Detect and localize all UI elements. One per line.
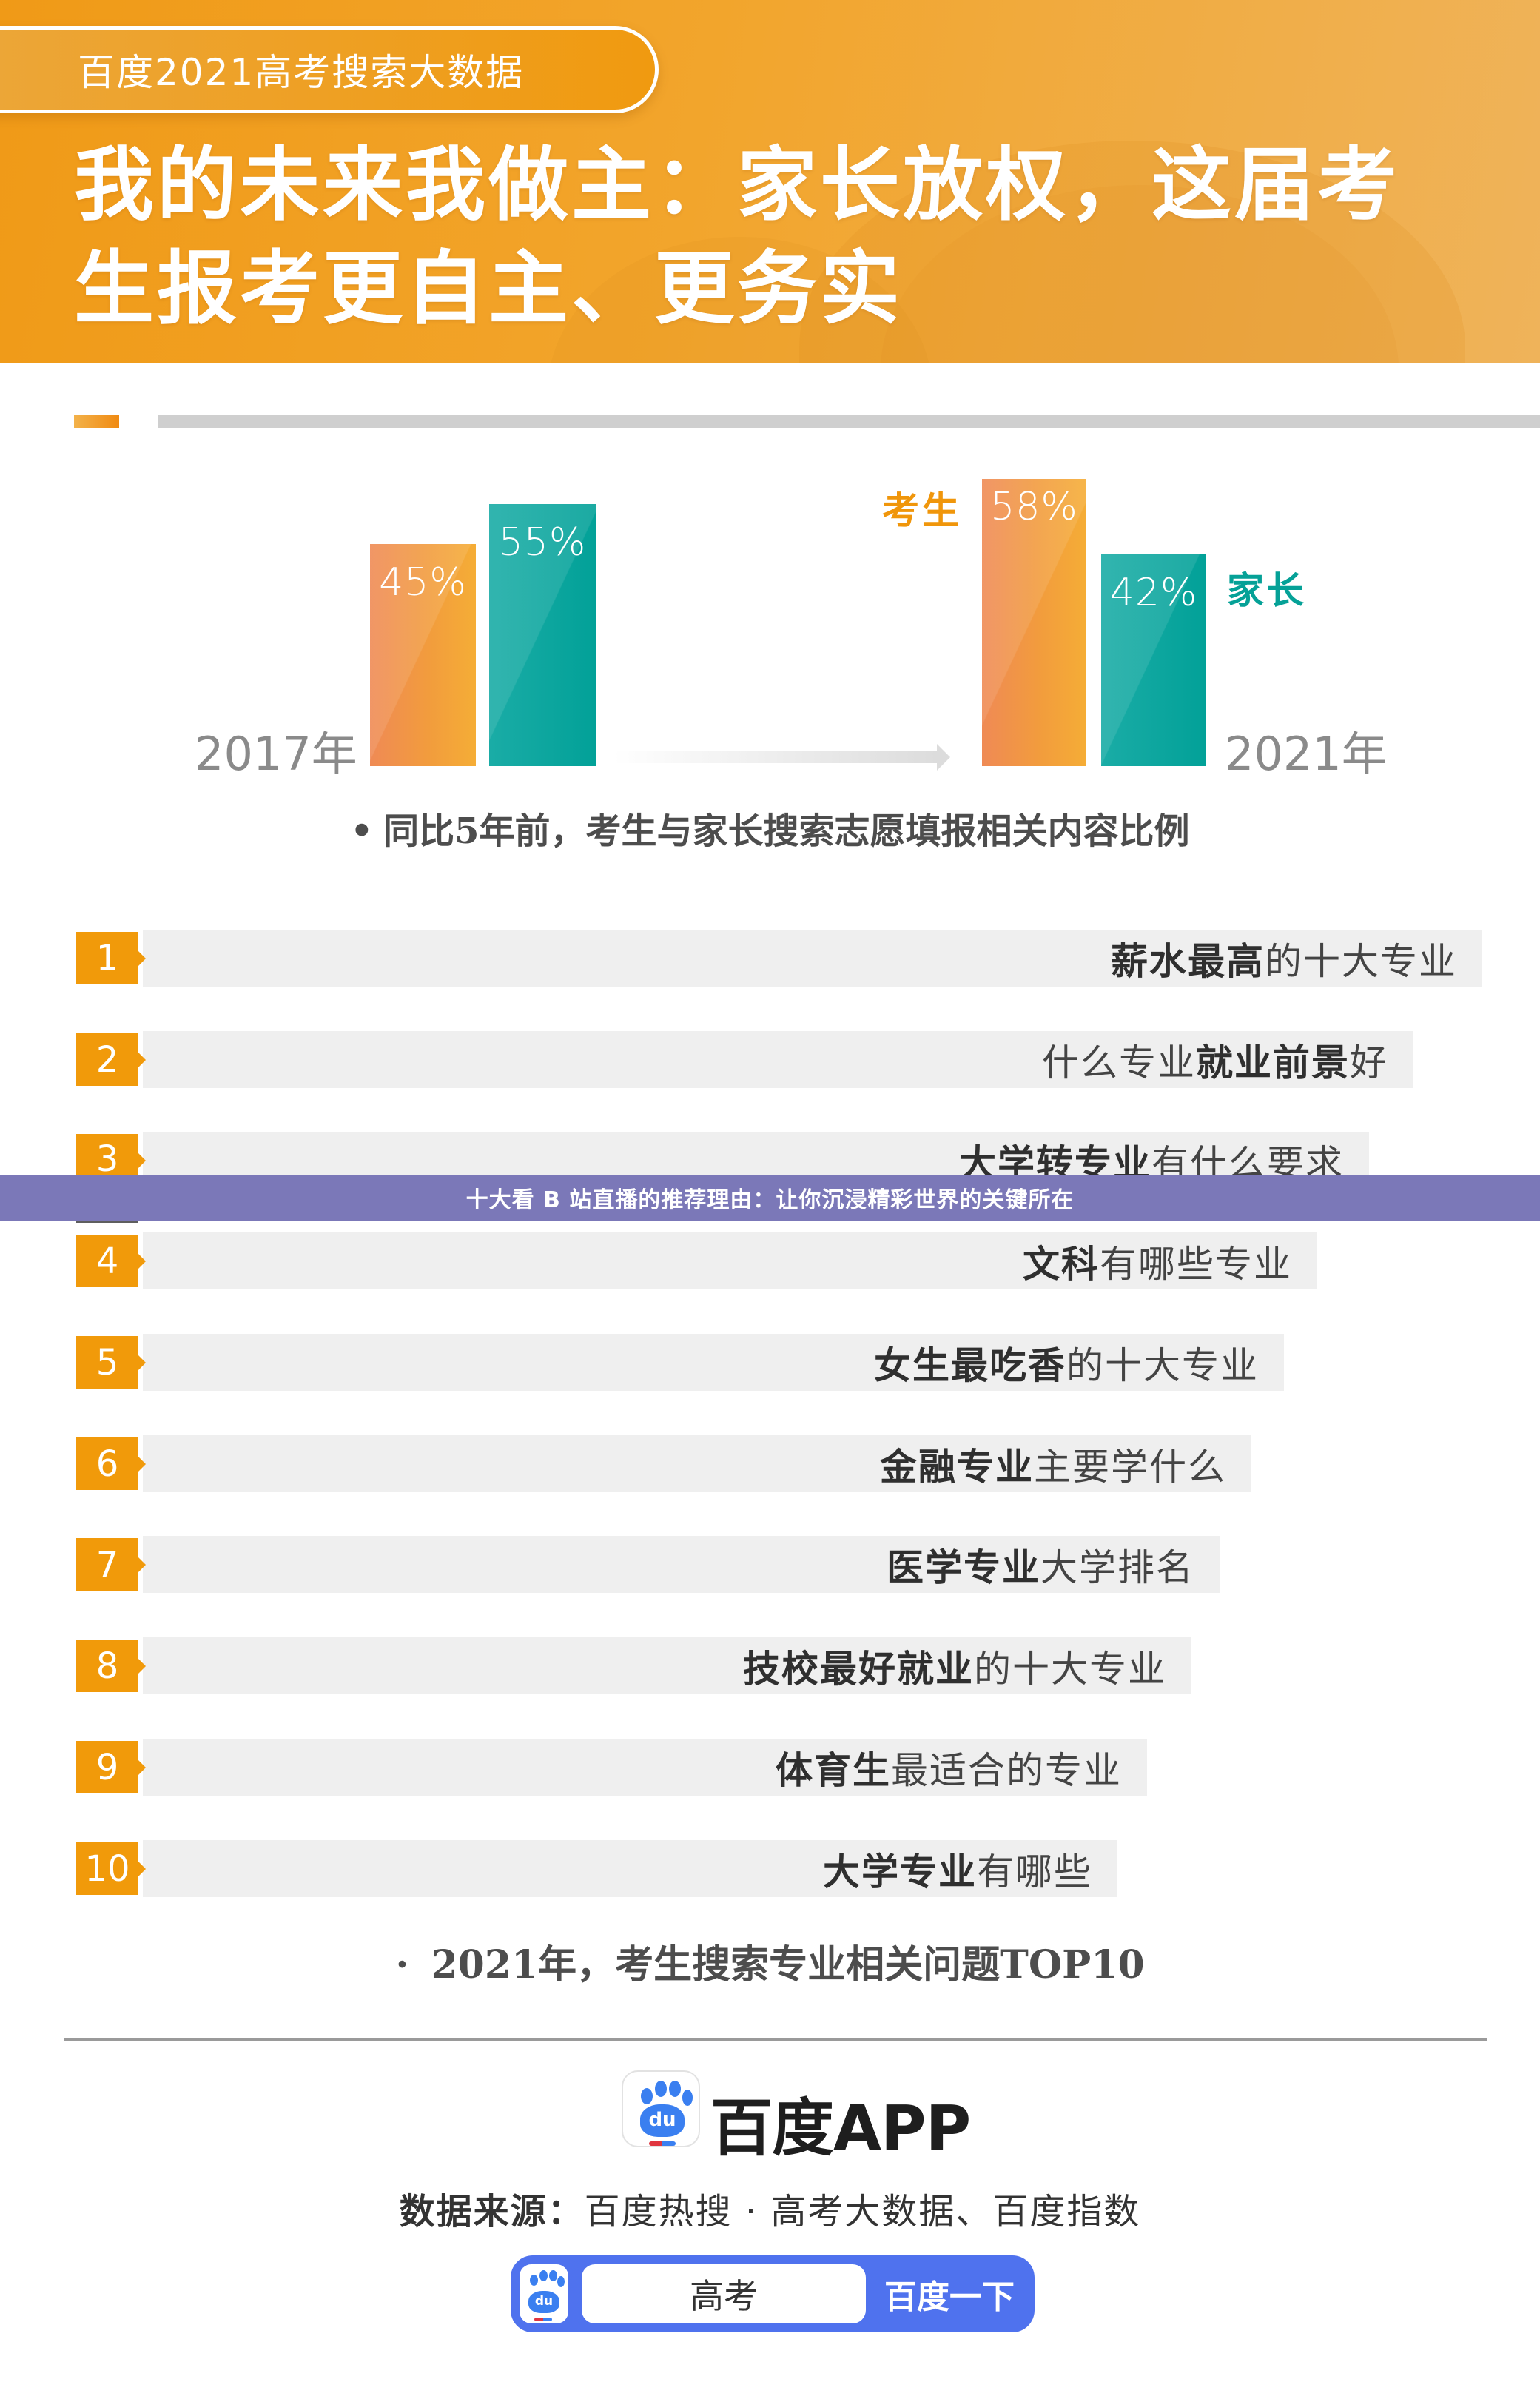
keyword-rest: 的十大专业 <box>974 1647 1166 1691</box>
bar-value-label: 58% <box>990 485 1078 529</box>
keyword-rest: 好 <box>1350 1041 1388 1084</box>
keyword-bold: 体育生 <box>776 1748 891 1792</box>
search-input[interactable]: 高考 <box>582 2264 866 2323</box>
list-item-text: 女生最吃香 的十大专业 <box>143 1334 1284 1391</box>
baidu-search-bar: du 高考 百度一下 <box>511 2255 1035 2332</box>
paw-toe-icon <box>549 2270 557 2281</box>
footer-divider <box>64 2038 1487 2041</box>
keyword-pre: 什么专业 <box>1042 1041 1196 1084</box>
page-title-line1: 我的未来我做主：家长放权，这届考 <box>74 138 1401 232</box>
keyword-rest: 有哪些专业 <box>1100 1242 1292 1286</box>
bar-value-label: 45% <box>379 560 467 605</box>
bar-2021-parent: 42% <box>1101 554 1206 766</box>
list-item-text: 什么专业 就业前景好 <box>143 1031 1413 1088</box>
top10-caption: · 2021年，考生搜索专业相关问题TOP10 <box>0 1933 1540 1989</box>
data-source-text: 百度热搜 · 高考大数据、百度指数 <box>584 2191 1141 2232</box>
list-item-text: 金融专业 主要学什么 <box>143 1435 1251 1492</box>
year-label-2017: 2017年 <box>195 727 357 781</box>
data-source: 数据来源：百度热搜 · 高考大数据、百度指数 <box>0 2182 1540 2234</box>
bar-value-label: 42% <box>1109 571 1198 615</box>
baidu-logo-icon: du <box>520 2264 568 2323</box>
list-item-text: 技校最好就业 的十大专业 <box>143 1637 1191 1694</box>
baidu-paw-icon: du <box>528 2291 559 2313</box>
rank-badge: 1 <box>76 932 146 984</box>
keyword-bold: 文科 <box>1023 1242 1100 1286</box>
year-label-2021: 2021年 <box>1225 727 1388 781</box>
paw-toe-icon <box>669 2081 681 2097</box>
section-divider <box>158 415 1540 428</box>
keyword-bold: 技校最好就业 <box>743 1647 974 1691</box>
rank-badge: 4 <box>76 1235 146 1287</box>
page-title: 我的未来我做主：家长放权，这届考 生报考更自主、更务实 <box>74 133 1480 340</box>
section-divider-accent <box>74 415 119 428</box>
logo-stripe-blue <box>543 2318 552 2321</box>
keyword-rest: 有哪些 <box>977 1850 1092 1893</box>
keyword-rest: 的十大专业 <box>1265 939 1457 983</box>
keyword-bold: 金融专业 <box>880 1445 1034 1489</box>
overlay-banner[interactable]: 十大看 B 站直播的推荐理由：让你沉浸精彩世界的关键所在 <box>0 1175 1540 1221</box>
keyword-rest: 大学排名 <box>1040 1546 1194 1589</box>
rank-badge: 5 <box>76 1336 146 1389</box>
legend-student: 考生 <box>882 489 962 532</box>
keyword-bold: 大学专业 <box>823 1850 977 1893</box>
logo-stripe-blue <box>662 2141 676 2146</box>
page-title-line2: 生报考更自主、更务实 <box>74 242 904 335</box>
overlay-banner-text: 十大看 B 站直播的推荐理由：让你沉浸精彩世界的关键所在 <box>465 1187 1075 1213</box>
header-badge: 百度2021高考搜索大数据 <box>0 26 659 113</box>
list-item-text: 薪水最高 的十大专业 <box>143 930 1482 987</box>
arrow-head-icon <box>937 744 950 771</box>
paw-toe-icon <box>539 2270 548 2281</box>
list-item-text: 医学专业 大学排名 <box>143 1536 1220 1593</box>
rank-badge: 7 <box>76 1538 146 1591</box>
logo-stripe-red <box>649 2141 662 2146</box>
bullet: · <box>395 1942 409 1987</box>
logo-stripe-red <box>534 2318 543 2321</box>
legend-parent: 家长 <box>1227 569 1307 612</box>
comparison-bar-chart: 2017年 45% 55% 考生 58% 42% 家长 2021年 <box>0 444 1540 829</box>
baidu-app-logo: du <box>622 2070 700 2147</box>
chart-caption: • 同比5年前，考生与家长搜索志愿填报相关内容比例 <box>0 802 1540 853</box>
search-button[interactable]: 百度一下 <box>884 2278 1015 2316</box>
list-item-text: 大学专业 有哪些 <box>143 1840 1117 1897</box>
list-item-text: 文科 有哪些专业 <box>143 1232 1317 1289</box>
paw-toe-icon <box>641 2088 653 2104</box>
app-name: 百度APP <box>710 2092 971 2164</box>
data-source-label: 数据来源： <box>399 2191 585 2232</box>
keyword-bold: 女生最吃香 <box>874 1343 1066 1387</box>
rank-badge: 2 <box>76 1033 146 1086</box>
bar-2021-student: 58% <box>982 479 1086 766</box>
keyword-bold: 薪水最高 <box>1111 939 1265 983</box>
chart-caption-text: 同比5年前，考生与家长搜索志愿填报相关内容比例 <box>383 811 1190 852</box>
keyword-rest: 的十大专业 <box>1066 1343 1259 1387</box>
rank-badge: 8 <box>76 1640 146 1692</box>
top10-caption-text: 2021年，考生搜索专业相关问题TOP10 <box>431 1942 1145 1987</box>
rank-badge: 9 <box>76 1741 146 1793</box>
arrow-icon <box>613 751 938 763</box>
paw-toe-icon <box>557 2276 565 2287</box>
paw-toe-icon <box>655 2081 667 2097</box>
paw-toe-icon <box>682 2090 693 2106</box>
list-item-text: 体育生 最适合的专业 <box>143 1739 1147 1796</box>
keyword-rest: 最适合的专业 <box>891 1748 1122 1792</box>
paw-toe-icon <box>530 2275 538 2286</box>
bullet: • <box>350 811 374 852</box>
header-banner: 百度2021高考搜索大数据 我的未来我做主：家长放权，这届考 生报考更自主、更务… <box>0 0 1540 363</box>
bar-2017-parent: 55% <box>489 504 596 766</box>
baidu-paw-icon: du <box>640 2104 685 2137</box>
keyword-bold: 就业前景 <box>1196 1041 1350 1084</box>
rank-badge: 10 <box>76 1842 146 1895</box>
keyword-rest: 主要学什么 <box>1034 1445 1226 1489</box>
bar-value-label: 55% <box>498 520 587 565</box>
rank-badge: 6 <box>76 1437 146 1490</box>
bar-2017-student: 45% <box>370 544 476 766</box>
header-badge-text: 百度2021高考搜索大数据 <box>78 51 525 94</box>
keyword-bold: 医学专业 <box>887 1546 1040 1589</box>
